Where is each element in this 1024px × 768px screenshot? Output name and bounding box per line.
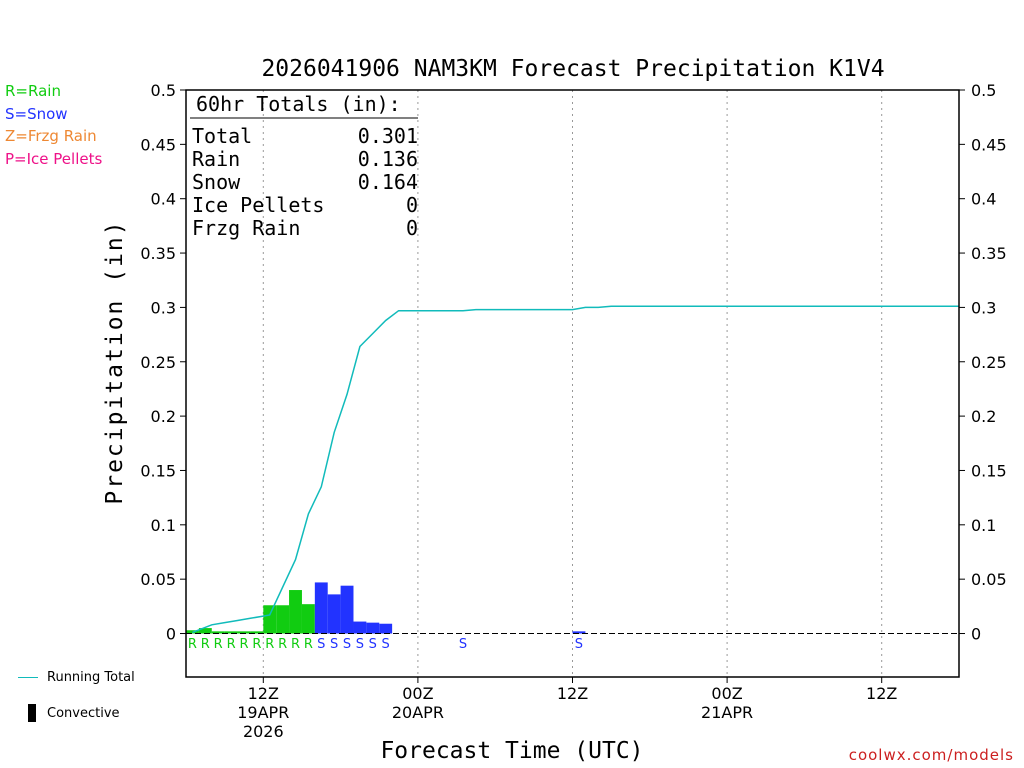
- grid-lines: [262, 90, 883, 677]
- running-total-line: [192, 305, 959, 634]
- precip-bar: [353, 621, 367, 634]
- y-tick-label-right: 0.1: [971, 516, 996, 535]
- totals-row-label: Total: [192, 124, 252, 148]
- precip-bar: [263, 605, 277, 634]
- precip-bar: [314, 582, 328, 634]
- precip-bar: [301, 604, 315, 634]
- x-tick-label: 12Z: [248, 684, 279, 703]
- legend-running-total: Running Total: [47, 670, 135, 685]
- totals-row-label: Ice Pellets: [192, 193, 324, 217]
- totals-row-label: Rain: [192, 147, 240, 171]
- precip-type-label: R: [252, 637, 261, 652]
- y-tick-label-right: 0.35: [971, 244, 1007, 263]
- precip-type-label: S: [330, 637, 338, 652]
- y-tick-label-right: 0.45: [971, 135, 1007, 154]
- legend-convective: Convective: [47, 706, 120, 721]
- precip-type-label: S: [575, 637, 583, 652]
- precip-bar: [289, 590, 302, 634]
- x-tick-label: 19APR: [237, 703, 289, 722]
- precip-type-label: S: [343, 637, 351, 652]
- totals-row-label: Frzg Rain: [192, 216, 300, 240]
- totals-row-value: 0.164: [358, 170, 418, 194]
- precip-type-label: S: [459, 637, 467, 652]
- precip-type-label: R: [278, 637, 287, 652]
- precip-type-label: R: [201, 637, 210, 652]
- y-tick-label-right: 0.5: [971, 81, 996, 100]
- y-tick-label-left: 0.05: [140, 570, 176, 589]
- precip-type-label: S: [317, 637, 325, 652]
- y-tick-label-right: 0.15: [971, 461, 1007, 480]
- y-tick-label-right: 0.4: [971, 190, 996, 209]
- x-tick-label: 00Z: [711, 684, 742, 703]
- x-tick-label: 12Z: [866, 684, 897, 703]
- convective-swatch: [28, 704, 36, 722]
- totals-rows: Total 0.301 Rain 0.136 Snow 0.164 Ice Pellets 0…: [192, 124, 418, 240]
- y-tick-label-left: 0.5: [151, 81, 176, 100]
- y-tick-label-left: 0: [166, 625, 176, 644]
- precip-type-label: R: [291, 637, 300, 652]
- x-tick-label: 00Z: [402, 684, 433, 703]
- precip-bar: [340, 585, 354, 634]
- precip-type-label: S: [382, 637, 390, 652]
- legend-snow: S=Snow: [5, 105, 68, 123]
- totals-row-value: 0: [406, 193, 418, 217]
- precip-bar: [366, 622, 380, 634]
- precip-bar: [250, 631, 264, 634]
- y-tick-label-left: 0.1: [151, 516, 176, 535]
- legend-frzg-rain: Z=Frzg Rain: [5, 127, 97, 145]
- y-tick-label-right: 0.05: [971, 570, 1007, 589]
- x-axis-label: Forecast Time (UTC): [380, 738, 643, 764]
- y-tick-label-right: 0.3: [971, 298, 996, 317]
- y-axis-right: 0.5 0.45 0.4 0.35 0.3 0.25 0.2 0.15 0.1 0.05 0: [959, 81, 1007, 644]
- totals-row-value: 0: [406, 216, 418, 240]
- precip-bar: [237, 631, 251, 634]
- precip-type-label: S: [369, 637, 377, 652]
- y-tick-label-left: 0.35: [140, 244, 176, 263]
- precip-bar: [379, 623, 393, 634]
- y-tick-label-left: 0.25: [140, 353, 176, 372]
- totals-row-label: Snow: [192, 170, 241, 194]
- precip-type-label: R: [265, 637, 274, 652]
- y-tick-label-right: 0.2: [971, 407, 996, 426]
- precip-type-label: R: [188, 637, 197, 652]
- precip-type-label: R: [304, 637, 313, 652]
- precip-bars: [186, 582, 586, 634]
- y-tick-label-right: 0.25: [971, 353, 1007, 372]
- chart-title: 2026041906 NAM3KM Forecast Precipitation…: [261, 56, 884, 82]
- precip-bar: [211, 631, 225, 634]
- y-axis-left: 0.5 0.45 0.4 0.35 0.3 0.25 0.2 0.15 0.1 0.05 0: [140, 81, 186, 644]
- y-tick-label-left: 0.4: [151, 190, 176, 209]
- credit-link[interactable]: coolwx.com/models: [848, 746, 1014, 764]
- precip-bar: [276, 605, 290, 634]
- legend-rain: R=Rain: [5, 82, 61, 100]
- precip-bar: [198, 628, 212, 634]
- precip-type-label: S: [356, 637, 364, 652]
- x-tick-label: 21APR: [701, 703, 753, 722]
- y-tick-label-right: 0: [971, 625, 981, 644]
- y-tick-label-left: 0.15: [140, 461, 176, 480]
- precip-type-label: R: [214, 637, 223, 652]
- y-tick-label-left: 0.45: [140, 135, 176, 154]
- x-tick-label: 20APR: [392, 703, 444, 722]
- running-total-swatch: [18, 677, 38, 678]
- totals-heading: 60hr Totals (in):: [196, 92, 401, 116]
- totals-box: 60hr Totals (in): Total 0.301 Rain 0.136 Sno…: [190, 92, 418, 240]
- y-tick-label-left: 0.3: [151, 298, 176, 317]
- totals-row-value: 0.136: [358, 147, 418, 171]
- y-tick-label-left: 0.2: [151, 407, 176, 426]
- precip-type-label: R: [227, 637, 236, 652]
- precip-bar: [224, 631, 238, 634]
- totals-row-value: 0.301: [358, 124, 418, 148]
- precip-type-label: R: [239, 637, 248, 652]
- legend-ice-pellets: P=Ice Pellets: [5, 150, 103, 168]
- precip-bar: [327, 594, 341, 634]
- x-tick-label: 2026: [243, 722, 284, 741]
- precip-bar: [572, 631, 586, 634]
- x-tick-label: 12Z: [557, 684, 588, 703]
- y-axis-label: Precipitation (in): [102, 219, 128, 504]
